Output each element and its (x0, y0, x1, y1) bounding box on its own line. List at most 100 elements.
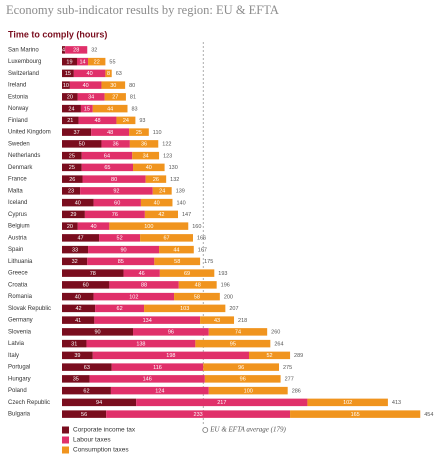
segment-label: 74 (235, 330, 241, 336)
segment-label: 52 (117, 236, 123, 242)
bar-segment (62, 304, 96, 313)
category-label: Cyprus (8, 212, 27, 218)
segment-label: 32 (72, 259, 78, 265)
bar-segment (109, 222, 189, 230)
category-label: Bulgaria (8, 412, 31, 418)
total-label: 160 (192, 224, 201, 230)
total-label: 32 (91, 48, 97, 54)
segment-label: 40 (154, 200, 160, 206)
bar-segment (144, 210, 179, 219)
category-label: Portugal (8, 365, 30, 371)
bar-segment (62, 81, 70, 89)
segment-label: 34 (88, 95, 94, 101)
category-label: Belgium (8, 224, 30, 230)
bar-segment (62, 116, 79, 125)
bar-segment (62, 316, 95, 324)
segment-label: 85 (118, 259, 124, 265)
bar-segment (62, 386, 111, 395)
bar-segment (152, 187, 172, 195)
segment-label: 62 (117, 306, 123, 312)
category-label: Greece (8, 271, 28, 277)
bar-segment (84, 210, 145, 219)
legend-label: Corporate income tax (73, 427, 136, 434)
segment-label: 10 (63, 83, 69, 89)
bar-segment (92, 104, 128, 113)
segment-label: 58 (194, 294, 200, 300)
segment-label: 29 (70, 212, 76, 218)
segment-label: 96 (238, 365, 244, 371)
bar-segment (93, 292, 175, 301)
bar-segment (123, 269, 160, 277)
category-label: Luxembourg (8, 59, 41, 65)
segment-label: 36 (113, 142, 119, 148)
total-label: 196 (221, 283, 230, 289)
segment-label: 80 (111, 177, 117, 183)
segment-label: 24 (68, 106, 74, 112)
segment-label: 42 (76, 306, 82, 312)
bar-segment (110, 386, 209, 395)
category-label: Slovak Republic (8, 306, 51, 312)
segment-label: 15 (84, 106, 90, 112)
segment-label: 20 (67, 95, 73, 101)
bar-segment (159, 269, 215, 277)
legend-swatch (62, 446, 69, 454)
total-label: 277 (285, 377, 294, 383)
segment-label: 44 (173, 247, 179, 253)
segment-label: 40 (83, 83, 89, 89)
category-label: France (8, 177, 27, 183)
total-label: 140 (176, 200, 185, 206)
legend-swatch (62, 436, 69, 444)
segment-label: 58 (174, 259, 180, 265)
total-label: 81 (130, 95, 136, 101)
segment-label: 26 (153, 177, 159, 183)
total-label: 260 (271, 330, 280, 336)
segment-label: 25 (136, 130, 142, 136)
bar-segment (62, 210, 85, 219)
segment-label: 96 (240, 377, 246, 383)
bar-segment (62, 198, 94, 207)
segment-label: 102 (343, 400, 352, 406)
category-label: Austria (8, 235, 27, 241)
bar-segment (129, 128, 149, 136)
bar-segment (140, 234, 193, 242)
bar-segment (89, 375, 205, 383)
bar-segment (81, 163, 134, 172)
bar-segment (62, 339, 87, 348)
total-label: 289 (294, 353, 303, 359)
segment-label: 36 (141, 142, 147, 148)
bar-segment (208, 328, 268, 336)
segment-label: 48 (94, 118, 100, 124)
bar-segment (62, 151, 82, 160)
total-label: 139 (176, 189, 185, 195)
segment-label: 90 (120, 247, 126, 253)
segment-label: 24 (123, 118, 129, 124)
category-label: Latvia (8, 341, 25, 347)
segment-label: 103 (180, 306, 189, 312)
bar-segment (62, 46, 66, 54)
bar-segment (62, 234, 100, 242)
total-label: 132 (170, 177, 179, 183)
segment-label: 198 (166, 353, 175, 359)
category-label: Czech Republic (8, 400, 50, 406)
legend-label: Consumption taxes (73, 447, 129, 454)
bar-segment (101, 81, 126, 89)
segment-label: 116 (153, 365, 162, 371)
bar-segment (86, 339, 196, 348)
bar-segment (62, 69, 74, 78)
bar-segment (88, 245, 160, 254)
segment-label: 33 (72, 247, 78, 253)
segment-label: 146 (143, 377, 152, 383)
segment-label: 62 (83, 388, 89, 394)
total-label: 80 (129, 83, 135, 89)
total-label: 207 (229, 306, 238, 312)
average-marker (202, 427, 209, 433)
bar-segment (62, 175, 83, 183)
bar-segment (104, 93, 126, 101)
total-label: 122 (162, 142, 171, 148)
segment-label: 19 (66, 59, 72, 65)
segment-label: 14 (79, 59, 85, 65)
category-label: Malta (8, 188, 23, 194)
segment-label: 40 (87, 71, 93, 77)
bar-segment (116, 116, 136, 125)
